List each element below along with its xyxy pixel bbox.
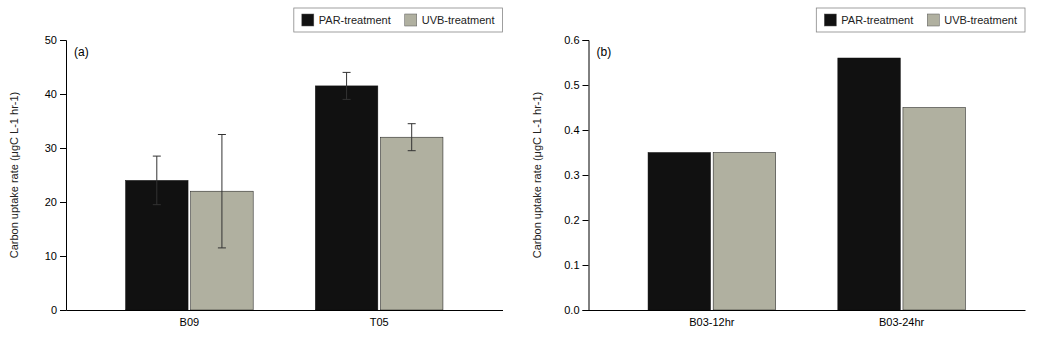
plot-area bbox=[126, 72, 443, 310]
axis-domain bbox=[583, 41, 590, 311]
y-tick: 0.1 bbox=[564, 259, 588, 271]
y-tick-mark bbox=[60, 202, 66, 203]
legend-swatch bbox=[927, 14, 939, 26]
plot-area bbox=[648, 58, 965, 310]
y-tick: 50 bbox=[45, 34, 66, 46]
y-tick-mark bbox=[583, 220, 589, 221]
y-tick: 0.5 bbox=[564, 79, 588, 91]
y-tick: 30 bbox=[45, 142, 66, 154]
y-tick-label: 50 bbox=[45, 34, 57, 46]
error-bar bbox=[153, 156, 161, 205]
bar bbox=[903, 108, 966, 311]
y-axis-title: Carbon uptake rate (μgC L-1 hr-1) bbox=[8, 92, 20, 259]
y-tick: 0 bbox=[51, 304, 66, 316]
bar bbox=[315, 86, 378, 310]
y-axis: 0 10 20 30 40 50 bbox=[45, 34, 67, 316]
y-tick-mark bbox=[583, 265, 589, 266]
bar bbox=[648, 153, 711, 311]
y-tick-label: 0.5 bbox=[564, 79, 579, 91]
y-tick-label: 0.6 bbox=[564, 34, 579, 46]
legend-frame bbox=[816, 8, 1025, 32]
bar bbox=[838, 58, 901, 310]
y-tick-label: 0.2 bbox=[564, 214, 579, 226]
error-bar bbox=[343, 72, 351, 99]
x-tick: T05 bbox=[370, 316, 389, 328]
legend-swatch bbox=[405, 14, 417, 26]
y-tick-label: 0 bbox=[51, 304, 57, 316]
axis-domain bbox=[67, 310, 504, 311]
x-tick-label: B03-12hr bbox=[689, 316, 735, 328]
legend: PAR-treatment UVB-treatment bbox=[816, 8, 1025, 32]
y-tick-mark bbox=[60, 256, 66, 257]
y-tick-mark bbox=[583, 175, 589, 176]
y-tick-label: 30 bbox=[45, 142, 57, 154]
x-tick: B03-24hr bbox=[879, 316, 925, 328]
panel: 0.0 0.1 0.2 0.3 0.4 0.5 0.6 B03-12hr B03-24hr Car… bbox=[531, 8, 1026, 328]
x-axis: B09 T05 bbox=[67, 311, 504, 329]
legend-swatch bbox=[302, 14, 314, 26]
legend-swatch bbox=[824, 14, 836, 26]
legend-label: UVB-treatment bbox=[944, 14, 1017, 26]
y-tick-label: 0.1 bbox=[564, 259, 579, 271]
y-tick: 0.3 bbox=[564, 169, 588, 181]
y-tick-mark bbox=[60, 40, 66, 41]
x-tick-label: T05 bbox=[370, 316, 389, 328]
bar bbox=[380, 137, 443, 310]
x-tick-label: B09 bbox=[180, 316, 200, 328]
panel-label: (a) bbox=[74, 45, 89, 59]
y-tick-label: 0.4 bbox=[564, 124, 579, 136]
y-axis-title: Carbon uptake rate (μgC L-1 hr-1) bbox=[531, 92, 543, 259]
panel: 0 10 20 30 40 50 B09 T05 Carbon uptake rate (μgC… bbox=[8, 8, 503, 328]
y-tick: 0.6 bbox=[564, 34, 588, 46]
chart: 0 10 20 30 40 50 B09 T05 Carbon uptake rate (μgC… bbox=[0, 0, 1045, 342]
x-axis: B03-12hr B03-24hr bbox=[589, 311, 1026, 329]
y-tick-mark bbox=[583, 310, 589, 311]
legend: PAR-treatment UVB-treatment bbox=[294, 8, 503, 32]
y-tick: 10 bbox=[45, 250, 66, 262]
panel-label: (b) bbox=[597, 45, 612, 59]
legend-frame bbox=[294, 8, 503, 32]
y-tick-mark bbox=[583, 40, 589, 41]
y-tick: 0.4 bbox=[564, 124, 588, 136]
y-tick-label: 0.3 bbox=[564, 169, 579, 181]
y-tick-label: 0.0 bbox=[564, 304, 579, 316]
y-tick-label: 40 bbox=[45, 88, 57, 100]
x-tick-label: B03-24hr bbox=[879, 316, 925, 328]
y-tick: 0.0 bbox=[564, 304, 588, 316]
x-tick: B09 bbox=[180, 316, 200, 328]
y-tick-label: 10 bbox=[45, 250, 57, 262]
axis-domain bbox=[589, 310, 1026, 311]
y-tick-label: 20 bbox=[45, 196, 57, 208]
y-tick-mark bbox=[583, 85, 589, 86]
y-axis: 0.0 0.1 0.2 0.3 0.4 0.5 0.6 bbox=[564, 34, 589, 316]
legend-label: PAR-treatment bbox=[319, 14, 391, 26]
y-tick-mark bbox=[60, 148, 66, 149]
y-tick: 0.2 bbox=[564, 214, 588, 226]
bar bbox=[713, 153, 776, 311]
y-tick-mark bbox=[60, 94, 66, 95]
axis-domain bbox=[60, 41, 67, 311]
error-bar bbox=[408, 124, 416, 151]
error-bar bbox=[218, 135, 226, 248]
legend-label: UVB-treatment bbox=[422, 14, 495, 26]
x-tick: B03-12hr bbox=[689, 316, 735, 328]
y-tick: 40 bbox=[45, 88, 66, 100]
y-tick-mark bbox=[583, 130, 589, 131]
y-tick: 20 bbox=[45, 196, 66, 208]
y-tick-mark bbox=[60, 310, 66, 311]
legend-label: PAR-treatment bbox=[841, 14, 913, 26]
